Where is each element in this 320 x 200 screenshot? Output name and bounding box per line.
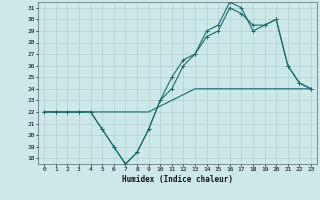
X-axis label: Humidex (Indice chaleur): Humidex (Indice chaleur) [122,175,233,184]
